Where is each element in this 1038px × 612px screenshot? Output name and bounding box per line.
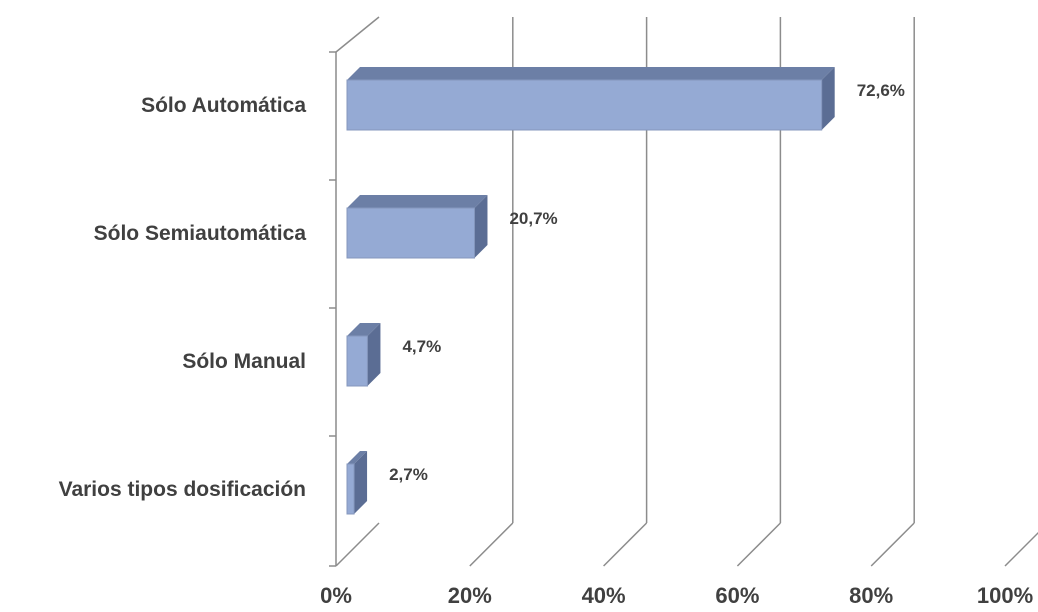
bar-side-face: [367, 323, 381, 386]
chart-bars: [346, 67, 835, 515]
floor-gridline: [870, 522, 915, 567]
bar: [346, 323, 381, 387]
data-label: 20,7%: [509, 209, 557, 228]
floor-gridline: [736, 522, 781, 567]
data-label: 4,7%: [402, 337, 441, 356]
bar-top-face: [347, 323, 381, 336]
floor-gridline: [469, 522, 514, 567]
category-label: Sólo Semiautomática: [94, 222, 307, 245]
x-tick-label: 40%: [582, 583, 626, 608]
chart-labels: 0% 20% 40% 60% 80% 100% Sólo Automática 72,6% Só…: [59, 81, 1034, 608]
bar-front-face: [346, 79, 823, 131]
x-tick-label: 80%: [849, 583, 893, 608]
bar-top-face: [347, 195, 488, 208]
category-label: Varios tipos dosificación: [59, 478, 306, 501]
data-label: 72,6%: [857, 81, 905, 100]
category-label: Sólo Manual: [182, 350, 306, 373]
floor-gridline: [603, 522, 648, 567]
bar-front-face: [346, 335, 368, 387]
bar-side-face: [354, 451, 368, 514]
x-tick-label: 20%: [448, 583, 492, 608]
chart-axes: [329, 16, 380, 567]
bar: [346, 451, 368, 515]
bar-top-face: [347, 451, 368, 464]
bar-side-face: [474, 195, 488, 258]
floor-gridline: [1004, 531, 1038, 567]
bar: [346, 195, 488, 259]
bar-top-face: [347, 67, 835, 80]
x-tick-label: 100%: [977, 583, 1033, 608]
category-label: Sólo Automática: [141, 94, 306, 117]
bar-front-face: [346, 207, 475, 259]
wall-top-edge: [335, 16, 380, 53]
x-tick-label: 60%: [715, 583, 759, 608]
bar-front-face: [346, 463, 355, 515]
data-label: 2,7%: [389, 465, 428, 484]
floor-gridline: [335, 522, 380, 567]
bar: [346, 67, 835, 131]
bar-side-face: [821, 67, 835, 130]
x-tick-label: 0%: [320, 583, 352, 608]
